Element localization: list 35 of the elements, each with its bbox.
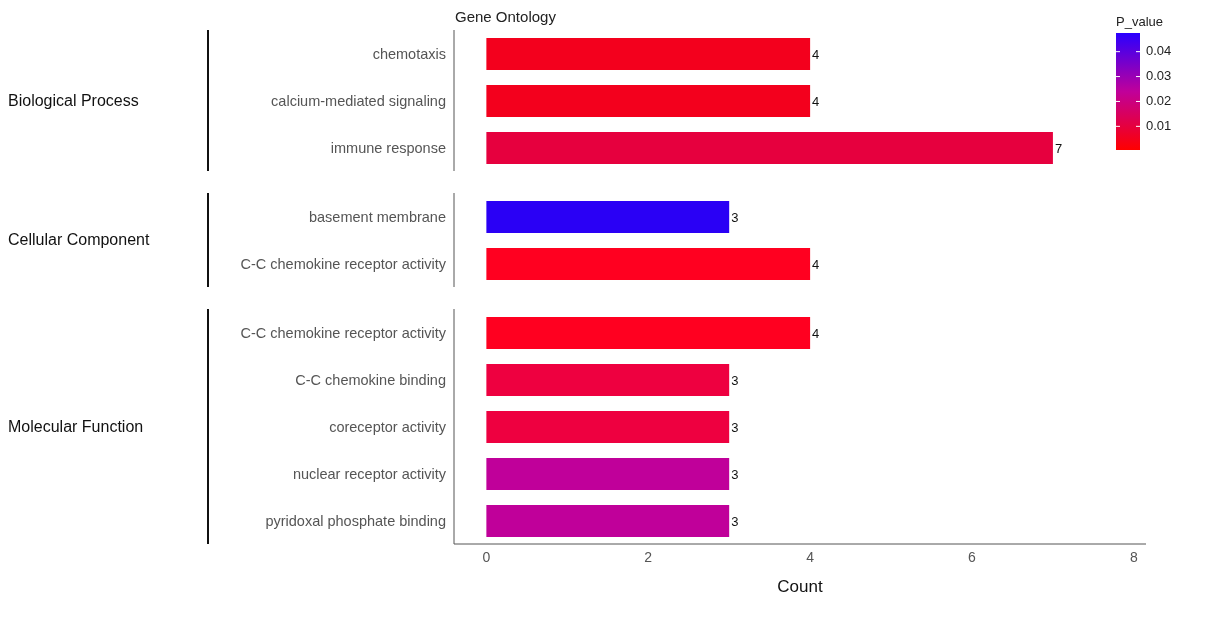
- y-tick-label: coreceptor activity: [329, 418, 447, 435]
- data-label: 3: [731, 513, 739, 529]
- data-label: 7: [1054, 140, 1063, 156]
- x-tick-label: 6: [968, 548, 977, 565]
- x-axis-title: Count: [777, 577, 823, 596]
- y-tick-label: pyridoxal phosphate binding: [265, 512, 446, 529]
- x-tick-label: 8: [1129, 548, 1138, 565]
- x-tick-label: 4: [806, 548, 815, 565]
- data-label: 3: [731, 372, 739, 388]
- y-axis-title: Biological Process: [8, 90, 140, 111]
- data-label: 3: [731, 466, 739, 482]
- y-tick-label: C-C chemokine receptor activity: [240, 324, 447, 341]
- color-bar-label: 0.04: [1146, 43, 1172, 59]
- chart-title: Gene Ontology: [455, 8, 556, 25]
- color-bar-label: 0.03: [1146, 68, 1172, 83]
- y-tick-label: basement membrane: [308, 208, 446, 225]
- color-bar-title: P_value: [1116, 14, 1164, 29]
- y-tick-label: C-C chemokine binding: [295, 371, 446, 388]
- data-label: 3: [731, 209, 739, 225]
- y-tick-label: chemotaxis: [372, 45, 446, 62]
- data-label: 4: [812, 93, 820, 109]
- y-tick-label: calcium-mediated signaling: [271, 92, 446, 109]
- color-bar-label: 0.01: [1146, 117, 1172, 133]
- data-label: 3: [731, 419, 739, 435]
- x-tick-label: 2: [644, 548, 653, 565]
- y-axis-title: Cellular Component: [8, 230, 151, 250]
- data-label: 4: [812, 325, 820, 341]
- y-tick-label: immune response: [330, 139, 446, 156]
- data-label: 4: [812, 46, 820, 62]
- y-axis-title: Molecular Function: [8, 416, 145, 437]
- y-tick-label: nuclear receptor activity: [292, 465, 447, 482]
- y-tick-label: C-C chemokine receptor activity: [240, 255, 447, 272]
- x-tick-label: 0: [482, 548, 491, 565]
- color-bar-label: 0.02: [1146, 92, 1172, 108]
- data-label: 4: [812, 256, 820, 272]
